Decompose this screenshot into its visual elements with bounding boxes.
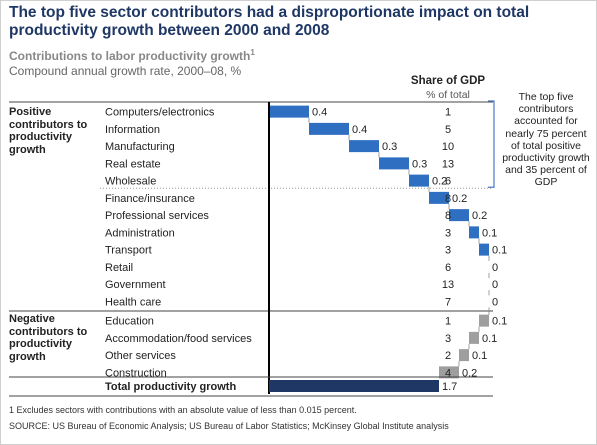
value-label: 0.4 [352, 124, 367, 136]
category-label: Accommodation/food services [105, 333, 252, 345]
waterfall-bar [429, 191, 449, 204]
category-label: Manufacturing [105, 141, 175, 153]
category-label: Administration [105, 227, 175, 239]
waterfall-bar [469, 226, 479, 239]
value-label: 0.2 [452, 193, 467, 205]
waterfall-bar [469, 331, 479, 344]
value-label: 0.3 [382, 141, 397, 153]
category-label: Finance/insurance [105, 193, 195, 205]
gdp-share-value: 8 [445, 193, 451, 205]
gdp-share-value: 3 [445, 333, 451, 345]
positive-group-label: Positive contributors to productivity gr… [9, 106, 88, 156]
gdp-share-value: 13 [442, 158, 454, 170]
total-label: Total productivity growth [105, 381, 236, 393]
category-label: Professional services [105, 210, 209, 222]
gdp-share-value: 13 [442, 279, 454, 291]
negative-group-label: Negative contributors to productivity gr… [9, 313, 88, 363]
value-label: 0.2 [472, 210, 487, 222]
value-label: 0.2 [432, 176, 447, 188]
value-label: 0.1 [472, 350, 487, 362]
category-label: Government [105, 279, 166, 291]
value-label: 0.4 [312, 107, 327, 119]
category-label: Education [105, 316, 154, 328]
value-label: 0.1 [482, 333, 497, 345]
gdp-share-value: 8 [445, 210, 451, 222]
value-label: 0.1 [482, 227, 497, 239]
gdp-share-value: 6 [445, 262, 451, 274]
gdp-share-value: 7 [445, 296, 451, 308]
gdp-share-value: 3 [445, 227, 451, 239]
category-label: Transport [105, 245, 152, 257]
category-label: Other services [105, 350, 176, 362]
gdp-share-value: 10 [442, 141, 454, 153]
total-bar [269, 380, 439, 392]
gdp-column-unit: % of total [426, 89, 470, 101]
value-label: 0 [492, 262, 498, 274]
value-label: 0 [492, 296, 498, 308]
category-label: Health care [105, 296, 161, 308]
waterfall-bar [439, 366, 459, 379]
measure-label: Compound annual growth rate, 2000–08, % [9, 64, 242, 78]
value-label: 0.3 [412, 158, 427, 170]
total-value-label: 1.7 [442, 381, 457, 393]
source-note: SOURCE: US Bureau of Economic Analysis; … [9, 421, 449, 431]
waterfall-bar [409, 174, 429, 187]
category-label: Construction [105, 367, 167, 379]
waterfall-bar [449, 209, 469, 222]
gdp-share-value: 3 [445, 245, 451, 257]
gdp-share-value: 1 [445, 107, 451, 119]
waterfall-bar [269, 105, 309, 118]
waterfall-bar [309, 122, 349, 135]
value-label: 0 [492, 279, 498, 291]
waterfall-bar [459, 349, 469, 362]
value-label: 0.1 [492, 316, 507, 328]
gdp-column-title: Share of GDP [410, 75, 486, 87]
category-label: Computers/electronics [105, 107, 215, 119]
chart-subtitle: Contributions to labor productivity grow… [9, 48, 255, 63]
gdp-share-value: 4 [445, 367, 451, 379]
waterfall-bar [479, 243, 489, 256]
value-label: 0.1 [492, 245, 507, 257]
category-label: Information [105, 124, 160, 136]
waterfall-bar [479, 314, 489, 327]
waterfall-bar [379, 157, 409, 170]
gdp-share-value: 5 [445, 124, 451, 136]
subtitle-text: Contributions to labor productivity grow… [9, 49, 251, 63]
category-label: Retail [105, 262, 133, 274]
chart-title: The top five sector contributors had a d… [9, 4, 530, 39]
gdp-share-value: 1 [445, 316, 451, 328]
waterfall-bar [349, 140, 379, 153]
category-label: Wholesale [105, 176, 156, 188]
gdp-share-value: 2 [445, 350, 451, 362]
footnote: 1 Excludes sectors with contributions wi… [9, 405, 357, 415]
value-label: 0.2 [462, 367, 477, 379]
gdp-share-value: 6 [445, 176, 451, 188]
top-five-annotation: The top five contributors accounted for … [502, 91, 590, 189]
footnote-marker: 1 [250, 48, 255, 57]
category-label: Real estate [105, 158, 161, 170]
top-five-bracket [488, 100, 495, 188]
